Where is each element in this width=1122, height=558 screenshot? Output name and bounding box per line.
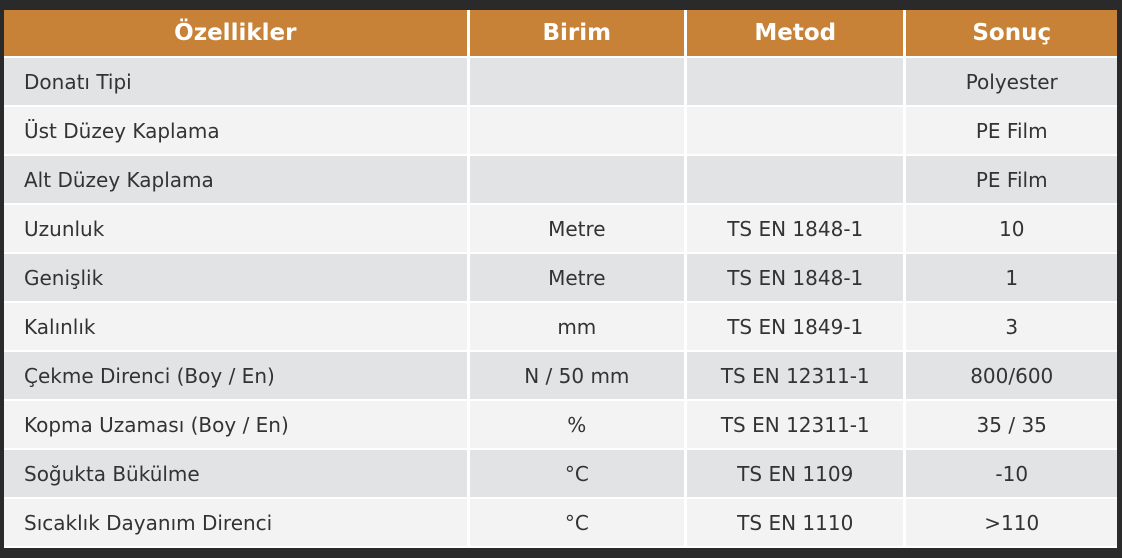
cell-properties: Kopma Uzaması (Boy / En) xyxy=(4,401,467,450)
cell-result: 1 xyxy=(906,254,1117,303)
table-row: Donatı Tipi Polyester xyxy=(4,58,1117,107)
cell-properties: Kalınlık xyxy=(4,303,467,352)
cell-unit xyxy=(469,156,685,205)
cell-unit xyxy=(469,58,685,107)
cell-unit: °C xyxy=(469,499,685,548)
cell-unit xyxy=(469,107,685,156)
cell-properties: Uzunluk xyxy=(4,205,467,254)
cell-method: TS EN 1848-1 xyxy=(687,205,904,254)
cell-method xyxy=(687,58,904,107)
table-row: Soğukta Bükülme °C TS EN 1109 -10 xyxy=(4,450,1117,499)
cell-result: >110 xyxy=(906,499,1117,548)
table-row: Kopma Uzaması (Boy / En)% TS EN 12311-1 35… xyxy=(4,401,1117,450)
cell-method xyxy=(687,107,904,156)
cell-properties: Donatı Tipi xyxy=(4,58,467,107)
cell-method: TS EN 12311-1 xyxy=(687,401,904,450)
cell-result: -10 xyxy=(906,450,1117,499)
cell-method: TS EN 1848-1 xyxy=(687,254,904,303)
cell-unit: N / 50 mm xyxy=(469,352,685,401)
properties-table: Özellikler Birim Metod Sonuç Donatı Tipi Pol… xyxy=(4,10,1117,548)
table-row: Alt Düzey Kaplama PE Film xyxy=(4,156,1117,205)
table-row: Üst Düzey Kaplama PE Film xyxy=(4,107,1117,156)
cell-properties: Genişlik xyxy=(4,254,467,303)
header-result: Sonuç xyxy=(906,10,1117,58)
cell-result: Polyester xyxy=(906,58,1117,107)
cell-method: TS EN 12311-1 xyxy=(687,352,904,401)
cell-method xyxy=(687,156,904,205)
header-method: Metod xyxy=(687,10,904,58)
cell-properties: Çekme Direnci (Boy / En) xyxy=(4,352,467,401)
header-unit: Birim xyxy=(469,10,685,58)
table-row: Sıcaklık Dayanım Direnci °C TS EN 1110 >110 xyxy=(4,499,1117,548)
cell-properties: Alt Düzey Kaplama xyxy=(4,156,467,205)
cell-unit: Metre xyxy=(469,205,685,254)
table-row: Uzunluk Metre TS EN 1848-1 10 xyxy=(4,205,1117,254)
cell-result: PE Film xyxy=(906,156,1117,205)
cell-unit: mm xyxy=(469,303,685,352)
header-properties: Özellikler xyxy=(4,10,467,58)
cell-method: TS EN 1109 xyxy=(687,450,904,499)
cell-result: PE Film xyxy=(906,107,1117,156)
table-header-row: Özellikler Birim Metod Sonuç xyxy=(4,10,1117,58)
cell-result: 800/600 xyxy=(906,352,1117,401)
table-row: Kalınlık mm TS EN 1849-1 3 xyxy=(4,303,1117,352)
cell-unit: % xyxy=(469,401,685,450)
cell-unit: °C xyxy=(469,450,685,499)
table-row: Çekme Direnci (Boy / En) N / 50 mm TS EN 1… xyxy=(4,352,1117,401)
cell-result: 10 xyxy=(906,205,1117,254)
cell-properties: Soğukta Bükülme xyxy=(4,450,467,499)
table-row: Genişlik Metre TS EN 1848-1 1 xyxy=(4,254,1117,303)
cell-result: 3 xyxy=(906,303,1117,352)
cell-method: TS EN 1849-1 xyxy=(687,303,904,352)
cell-properties: Sıcaklık Dayanım Direnci xyxy=(4,499,467,548)
cell-result: 35 / 35 xyxy=(906,401,1117,450)
cell-method: TS EN 1110 xyxy=(687,499,904,548)
cell-unit: Metre xyxy=(469,254,685,303)
cell-properties: Üst Düzey Kaplama xyxy=(4,107,467,156)
